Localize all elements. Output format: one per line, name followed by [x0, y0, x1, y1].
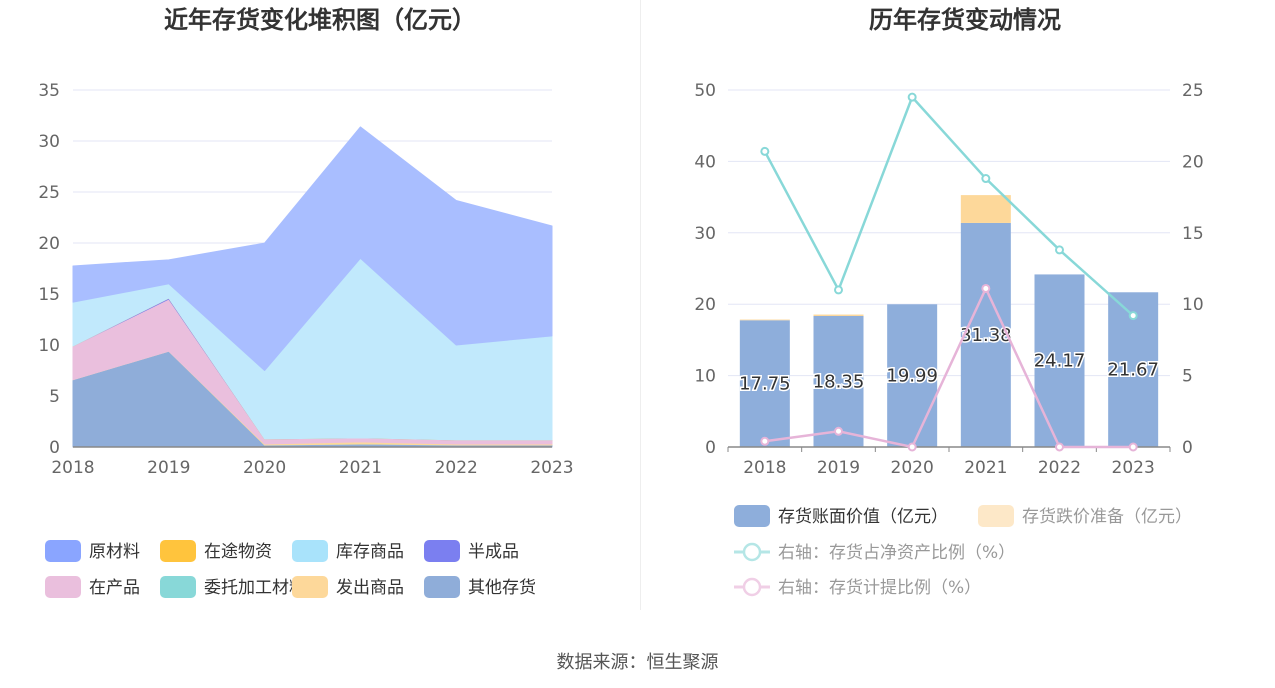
bar-存货账面价值（亿元）-2022: [1034, 274, 1085, 447]
legend-swatch-在产品[interactable]: [45, 576, 81, 598]
legend-label-发出商品[interactable]: 发出商品: [336, 578, 404, 598]
left-y-tick: 0: [49, 438, 60, 458]
right-x-tick: 2019: [817, 458, 860, 478]
left-x-tick: 2020: [243, 458, 286, 478]
left-chart-title: 近年存货变化堆积图（亿元）: [164, 6, 476, 34]
line-point: [760, 146, 770, 156]
legend-label-原材料[interactable]: 原材料: [89, 542, 140, 562]
right-y2-tick: 20: [1182, 152, 1204, 172]
left-y-tick: 25: [38, 183, 60, 203]
legend-swatch-半成品[interactable]: [424, 540, 460, 562]
right-chart-title: 历年存货变动情况: [869, 6, 1061, 34]
bar-value-label: 21.67: [1107, 360, 1159, 381]
line-point: [981, 174, 991, 184]
right-y-tick: 0: [705, 438, 716, 458]
bar-存货账面价值（亿元）-2019: [813, 315, 864, 447]
left-y-tick: 5: [49, 387, 60, 407]
legend-swatch-存货跌价准备（亿元）[interactable]: [978, 505, 1014, 527]
right-y2-tick: 0: [1182, 438, 1193, 458]
left-y-tick: 30: [38, 132, 60, 152]
legend-label-其他存货[interactable]: 其他存货: [468, 578, 536, 598]
legend-label-库存商品[interactable]: 库存商品: [336, 542, 404, 562]
stacked-area-chart: 0 5 10 15 20 25 30 35 2018 2019 2020 2021 2022 2023 原材…: [38, 81, 574, 598]
legend-label-存货账面价值（亿元）[interactable]: 存货账面价值（亿元）: [778, 507, 948, 527]
legend-label-存货跌价准备（亿元）[interactable]: 存货跌价准备（亿元）: [1022, 507, 1192, 527]
right-x-tick: 2023: [1112, 458, 1155, 478]
left-y-tick: 20: [38, 234, 60, 254]
line-point: [981, 283, 991, 293]
area-原材料: [72, 126, 553, 371]
bar-存货跌价准备（亿元）-2018: [739, 319, 790, 321]
legend-label-在途物资[interactable]: 在途物资: [204, 542, 272, 562]
right-x-tick: 2022: [1038, 458, 1081, 478]
legend-label-右轴：存货计提比例（%）[interactable]: 右轴：存货计提比例（%）: [778, 578, 981, 598]
line-point: [907, 442, 917, 452]
left-x-tick: 2023: [530, 458, 573, 478]
line-point: [907, 92, 917, 102]
legend-swatch-原材料[interactable]: [45, 540, 81, 562]
legend-swatch-发出商品[interactable]: [292, 576, 328, 598]
legend-swatch-其他存货[interactable]: [424, 576, 460, 598]
line-右轴：存货占净资产比例（%）: [763, 94, 1134, 317]
right-x-tick: 2018: [743, 458, 786, 478]
right-y-tick: 40: [694, 152, 716, 172]
right-y2-tick: 5: [1182, 367, 1193, 387]
left-x-tick: 2022: [435, 458, 478, 478]
line-point: [834, 285, 843, 295]
bar-line-chart: 0 10 20 30 40 50 0 5 10 15 20 25 17.75 18.35 19.99 31.3…: [694, 81, 1203, 598]
right-y-tick: 20: [694, 295, 716, 315]
line-右轴：存货计提比例（%）: [764, 285, 1134, 449]
line-point: [1055, 245, 1064, 255]
bar-value-label: 18.35: [813, 371, 865, 392]
left-x-tick: 2021: [339, 458, 382, 478]
right-x-tick: 2020: [891, 458, 934, 478]
legend-swatch-在途物资[interactable]: [160, 540, 196, 562]
right-y-tick: 10: [694, 367, 716, 387]
bar-value-label: 19.99: [886, 366, 938, 387]
legend-marker[interactable]: [742, 542, 762, 562]
legend-swatch-存货账面价值（亿元）[interactable]: [734, 505, 770, 527]
line-point: [1128, 442, 1138, 452]
right-x-tick: 2021: [964, 458, 1007, 478]
data-source: 数据来源：恒生聚源: [556, 652, 719, 673]
bar-存货跌价准备（亿元）-2019: [813, 314, 864, 316]
left-x-tick: 2019: [147, 458, 190, 478]
bar-value-label: 31.38: [960, 325, 1012, 346]
legend-label-右轴：存货占净资产比例（%）[interactable]: 右轴：存货占净资产比例（%）: [778, 543, 1015, 563]
right-y2-tick: 15: [1182, 224, 1204, 244]
line-point: [1128, 311, 1138, 321]
line-point: [1055, 442, 1064, 452]
bar-存货账面价值（亿元）-2018: [739, 320, 790, 447]
panel-divider: [640, 0, 641, 610]
bar-存货跌价准备（亿元）-2021: [960, 195, 1011, 223]
legend-label-半成品[interactable]: 半成品: [468, 542, 519, 562]
bar-value-label: 17.75: [739, 374, 791, 395]
right-y-tick: 50: [694, 81, 716, 101]
line-point: [834, 426, 843, 436]
left-y-tick: 15: [38, 285, 60, 305]
bar-存货账面价值（亿元）-2021: [960, 222, 1011, 447]
legend-label-委托加工材料[interactable]: 委托加工材料: [204, 578, 306, 598]
right-y2-tick: 10: [1182, 295, 1204, 315]
line-point: [760, 436, 770, 446]
bar-value-label: 24.17: [1034, 351, 1086, 372]
left-y-tick: 10: [38, 336, 60, 356]
left-x-tick: 2018: [51, 458, 94, 478]
left-y-tick: 35: [38, 81, 60, 101]
legend-swatch-库存商品[interactable]: [292, 540, 328, 562]
bar-存货账面价值（亿元）-2020: [887, 304, 938, 447]
right-y-tick: 30: [694, 224, 716, 244]
right-y2-tick: 25: [1182, 81, 1204, 101]
legend-marker[interactable]: [742, 577, 762, 597]
legend-swatch-委托加工材料[interactable]: [160, 576, 196, 598]
legend-label-在产品[interactable]: 在产品: [89, 578, 140, 598]
